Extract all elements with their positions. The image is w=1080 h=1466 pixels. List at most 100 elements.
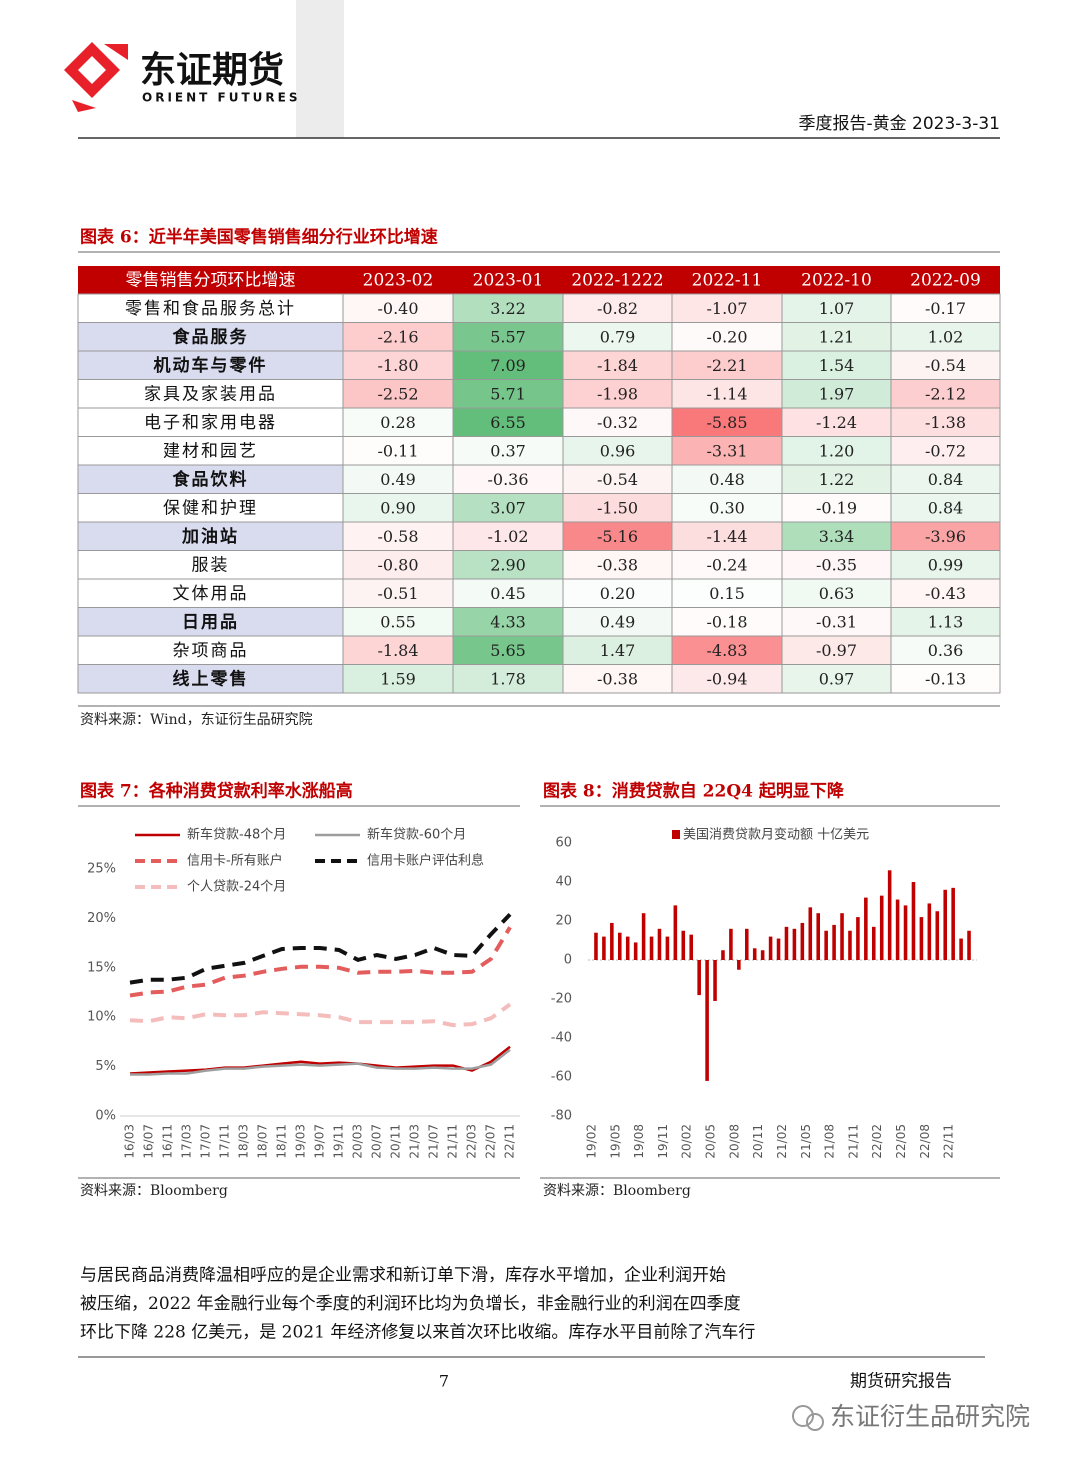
heat-cell — [562, 493, 673, 523]
series-line — [129, 1002, 512, 1028]
row-label: 线上零售 — [173, 668, 249, 689]
cell-value: -0.13 — [925, 669, 966, 688]
heat-cell — [452, 635, 564, 665]
row-label-cell — [77, 607, 344, 637]
bar — [776, 938, 781, 960]
row-label: 食品服务 — [173, 326, 249, 347]
chart-source: 资料来源：Bloomberg — [80, 1183, 228, 1199]
cell-value: -0.58 — [377, 527, 418, 546]
bar — [784, 926, 789, 960]
legend-label: 个人贷款-24个月 — [187, 880, 286, 895]
bar — [943, 889, 948, 960]
cell-value: 1.21 — [819, 327, 855, 346]
cell-value: 0.90 — [380, 498, 416, 517]
row-label: 机动车与零件 — [154, 355, 268, 376]
x-tick-label: 21/03 — [408, 1124, 422, 1159]
column-header: 2023-02 — [363, 271, 434, 291]
legend-swatch — [672, 830, 680, 839]
logo-name: 东证期货 — [140, 50, 284, 91]
bar — [617, 932, 622, 960]
bar — [927, 903, 932, 960]
row-label: 建材和园艺 — [163, 441, 258, 461]
cell-value: 0.48 — [709, 470, 745, 489]
x-tick-label: 18/11 — [275, 1124, 289, 1159]
cell-value: -4.83 — [706, 641, 747, 660]
report-label: 季度报告-黄金 2023-3-31 — [798, 114, 1000, 134]
cell-value: -0.54 — [597, 470, 638, 489]
heat-cell — [452, 350, 564, 380]
bar — [610, 922, 614, 960]
cell-value: 5.57 — [490, 327, 526, 346]
heat-cell — [890, 493, 1001, 523]
heat-cell — [562, 607, 673, 637]
cell-value: -0.19 — [816, 498, 857, 517]
x-tick-label: 17/03 — [180, 1124, 194, 1159]
cell-value: -0.94 — [706, 669, 747, 688]
bar — [856, 917, 860, 960]
cell-value: -2.12 — [925, 384, 966, 403]
x-tick-label: 16/03 — [123, 1124, 137, 1159]
cell-value: 7.09 — [490, 356, 526, 375]
row-label: 日用品 — [182, 612, 239, 632]
row-label: 家具及家装用品 — [144, 384, 277, 404]
heat-cell — [452, 379, 564, 409]
cell-value: 1.22 — [819, 470, 855, 489]
row-label-cell — [77, 664, 344, 694]
bar — [935, 911, 940, 960]
cell-value: 0.97 — [819, 669, 855, 688]
bar — [848, 930, 852, 960]
cell-value: 1.20 — [819, 441, 855, 460]
cell-value: 5.71 — [490, 384, 526, 403]
cell-value: -5.16 — [597, 527, 638, 546]
heat-cell — [890, 379, 1001, 409]
y-tick-label: 20 — [555, 914, 572, 929]
heat-cell — [342, 407, 454, 437]
chart-title: 图表 7：各种消费贷款利率水涨船高 — [80, 781, 353, 802]
figure-source: 资料来源：Wind，东证衍生品研究院 — [80, 712, 313, 728]
x-tick-label: 19/07 — [313, 1124, 327, 1159]
heat-cell — [452, 578, 564, 608]
cell-value: 4.33 — [490, 612, 526, 631]
cell-value: -0.80 — [377, 555, 418, 574]
cell-value: -1.14 — [706, 384, 747, 403]
cell-value: 2.90 — [490, 555, 526, 574]
x-tick-label: 21/11 — [846, 1124, 860, 1159]
paragraph: 与居民商品消费降温相呼应的是企业需求和新订单下滑，库存水平增加，企业利润开始被压… — [80, 1266, 755, 1343]
heat-cell — [342, 578, 454, 608]
bar — [752, 948, 757, 960]
y-tick-label: 10% — [87, 1010, 116, 1025]
cell-value: -0.35 — [816, 555, 857, 574]
cell-value: -1.50 — [597, 498, 638, 517]
bar — [697, 960, 701, 996]
cell-value: -2.16 — [377, 327, 418, 346]
heat-cell — [890, 436, 1001, 466]
header-strip — [296, 0, 344, 138]
bar — [665, 936, 670, 960]
x-tick-label: 17/07 — [199, 1124, 213, 1159]
cell-value: -1.24 — [816, 413, 857, 432]
heat-cell — [562, 322, 673, 352]
x-tick-label: 22/03 — [465, 1124, 479, 1159]
column-header: 2022-11 — [692, 271, 763, 291]
footer-label: 期货研究报告 — [850, 1372, 952, 1392]
legend-label: 信用卡账户评估利息 — [367, 853, 484, 869]
cell-value: 0.36 — [928, 641, 964, 660]
legend-label: 信用卡-所有账户 — [187, 853, 283, 869]
bar — [729, 928, 733, 960]
heat-cell — [562, 464, 673, 494]
x-tick-label: 22/02 — [870, 1124, 884, 1159]
bar — [768, 936, 773, 960]
bar — [919, 917, 924, 960]
figure-title: 图表 6：近半年美国零售销售细分行业环比增速 — [80, 227, 438, 248]
heat-cell — [671, 379, 783, 409]
y-tick-label: 25% — [87, 862, 116, 877]
cell-value: 1.07 — [819, 299, 855, 318]
bar — [871, 926, 876, 960]
column-header: 2022-10 — [801, 271, 872, 291]
bar — [887, 870, 892, 960]
series-line — [129, 926, 512, 998]
bar — [792, 928, 797, 960]
page-number: 7 — [439, 1372, 449, 1391]
